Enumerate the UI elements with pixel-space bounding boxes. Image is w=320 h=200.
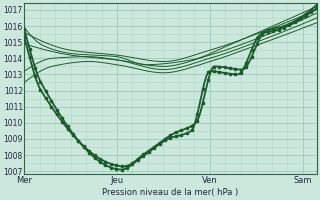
- X-axis label: Pression niveau de la mer( hPa ): Pression niveau de la mer( hPa ): [102, 188, 238, 197]
